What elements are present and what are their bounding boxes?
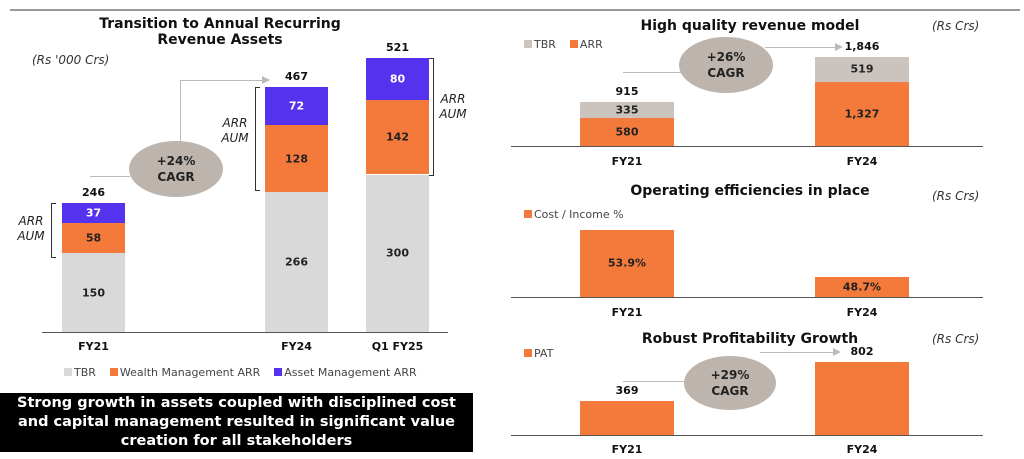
bar-segment: 580 xyxy=(580,117,674,146)
legend: PAT xyxy=(524,347,553,360)
bar-segment: 37 xyxy=(62,203,125,223)
data-label: 802 xyxy=(850,344,874,358)
legend-item-wealth: Wealth Management ARR xyxy=(109,366,260,379)
bar-segment: 266 xyxy=(265,192,328,332)
bracket-label: ARR AUM xyxy=(17,214,45,243)
total-label: 1,846 xyxy=(844,39,880,53)
bar-segment: 72 xyxy=(265,87,328,126)
arrow-icon xyxy=(835,43,843,51)
data-label: 48.7% xyxy=(842,280,882,294)
bar-segment: 1,327 xyxy=(815,81,909,146)
total-label: 467 xyxy=(285,70,308,84)
legend-item-asset: Asset Management ARR xyxy=(274,366,417,379)
bar-segment xyxy=(580,401,674,435)
cagr-bubble: +24% CAGR xyxy=(129,141,223,197)
chart-title-profitability: Robust Profitability Growth xyxy=(641,331,859,347)
total-label: 246 xyxy=(82,186,105,200)
cagr-bubble: +26% CAGR xyxy=(679,37,773,93)
legend-item-pat: PAT xyxy=(524,347,553,360)
category-label: FY24 xyxy=(846,155,878,168)
x-axis xyxy=(511,435,983,436)
bracket-label: ARR AUM xyxy=(439,92,467,121)
segment-label: 128 xyxy=(285,152,308,166)
bar-segment: 128 xyxy=(265,125,328,193)
bracket xyxy=(51,203,56,258)
cagr-connector xyxy=(623,381,687,382)
legend-item-cost-income: Cost / Income % xyxy=(524,208,624,221)
legend: TBR ARR xyxy=(524,38,603,51)
data-label: 53.9% xyxy=(607,256,647,270)
segment-label: 58 xyxy=(85,231,102,245)
bar-segment: 335 xyxy=(580,101,674,118)
bracket xyxy=(429,58,434,176)
category-label: FY24 xyxy=(846,443,878,456)
cagr-bubble: +29% CAGR xyxy=(684,356,776,410)
x-axis xyxy=(511,297,983,298)
category-label: FY24 xyxy=(846,306,878,319)
cagr-connector xyxy=(765,47,837,48)
chart-title-efficiency: Operating efficiencies in place xyxy=(630,183,870,199)
category-label: FY21 xyxy=(611,443,643,456)
bar-segment: 300 xyxy=(366,174,429,332)
bar-segment: 150 xyxy=(62,253,125,332)
bar-segment: 48.7% xyxy=(815,276,909,297)
category-label: FY21 xyxy=(78,340,109,353)
unit-label: (Rs Crs) xyxy=(932,189,980,203)
cagr-connector xyxy=(760,352,835,353)
x-axis xyxy=(42,332,448,333)
cagr-connector xyxy=(90,176,130,177)
segment-label: 580 xyxy=(615,125,639,139)
segment-label: 150 xyxy=(82,286,105,300)
legend-item-tbr: TBR xyxy=(524,38,556,51)
cagr-connector xyxy=(623,72,683,73)
unit-label: (Rs Crs) xyxy=(932,19,980,33)
bar-segment: 519 xyxy=(815,56,909,82)
bar-segment xyxy=(815,361,909,435)
bracket-label: ARR AUM xyxy=(221,116,249,145)
segment-label: 335 xyxy=(615,103,639,117)
unit-label: (Rs '000 Crs) xyxy=(32,53,110,67)
cagr-connector xyxy=(180,80,181,142)
legend-item-arr: ARR xyxy=(569,38,603,51)
arrow-icon xyxy=(262,76,270,84)
data-label: 369 xyxy=(615,384,639,398)
category-label: FY21 xyxy=(611,155,643,168)
segment-label: 519 xyxy=(850,62,874,76)
category-label: Q1 FY25 xyxy=(371,340,424,353)
unit-label: (Rs Crs) xyxy=(932,332,980,346)
legend: Cost / Income % xyxy=(524,208,624,221)
total-label: 915 xyxy=(615,84,639,98)
cagr-connector xyxy=(180,80,264,81)
segment-label: 142 xyxy=(386,130,409,144)
legend-item-tbr: TBR xyxy=(64,366,96,379)
segment-label: 300 xyxy=(386,246,409,260)
arrow-icon xyxy=(833,348,841,356)
top-rule xyxy=(10,9,1020,11)
segment-label: 80 xyxy=(389,72,406,86)
segment-label: 266 xyxy=(285,255,308,269)
legend: TBR Wealth Management ARR Asset Manageme… xyxy=(64,366,417,379)
segment-label: 1,327 xyxy=(844,107,880,121)
bar-segment: 80 xyxy=(366,57,429,100)
chart-title-arr-assets: Transition to Annual Recurring Revenue A… xyxy=(99,16,341,48)
chart-title-revenue: High quality revenue model xyxy=(640,18,860,34)
category-label: FY24 xyxy=(281,340,312,353)
segment-label: 37 xyxy=(85,206,102,220)
bracket xyxy=(255,87,260,191)
bar-segment: 58 xyxy=(62,222,125,254)
category-label: FY21 xyxy=(611,306,643,319)
total-label: 521 xyxy=(386,40,409,54)
bar-segment: 142 xyxy=(366,99,429,175)
x-axis xyxy=(511,146,983,147)
bar-segment: 53.9% xyxy=(580,229,674,297)
segment-label: 72 xyxy=(288,99,305,113)
key-message-banner: Strong growth in assets coupled with dis… xyxy=(0,393,473,452)
